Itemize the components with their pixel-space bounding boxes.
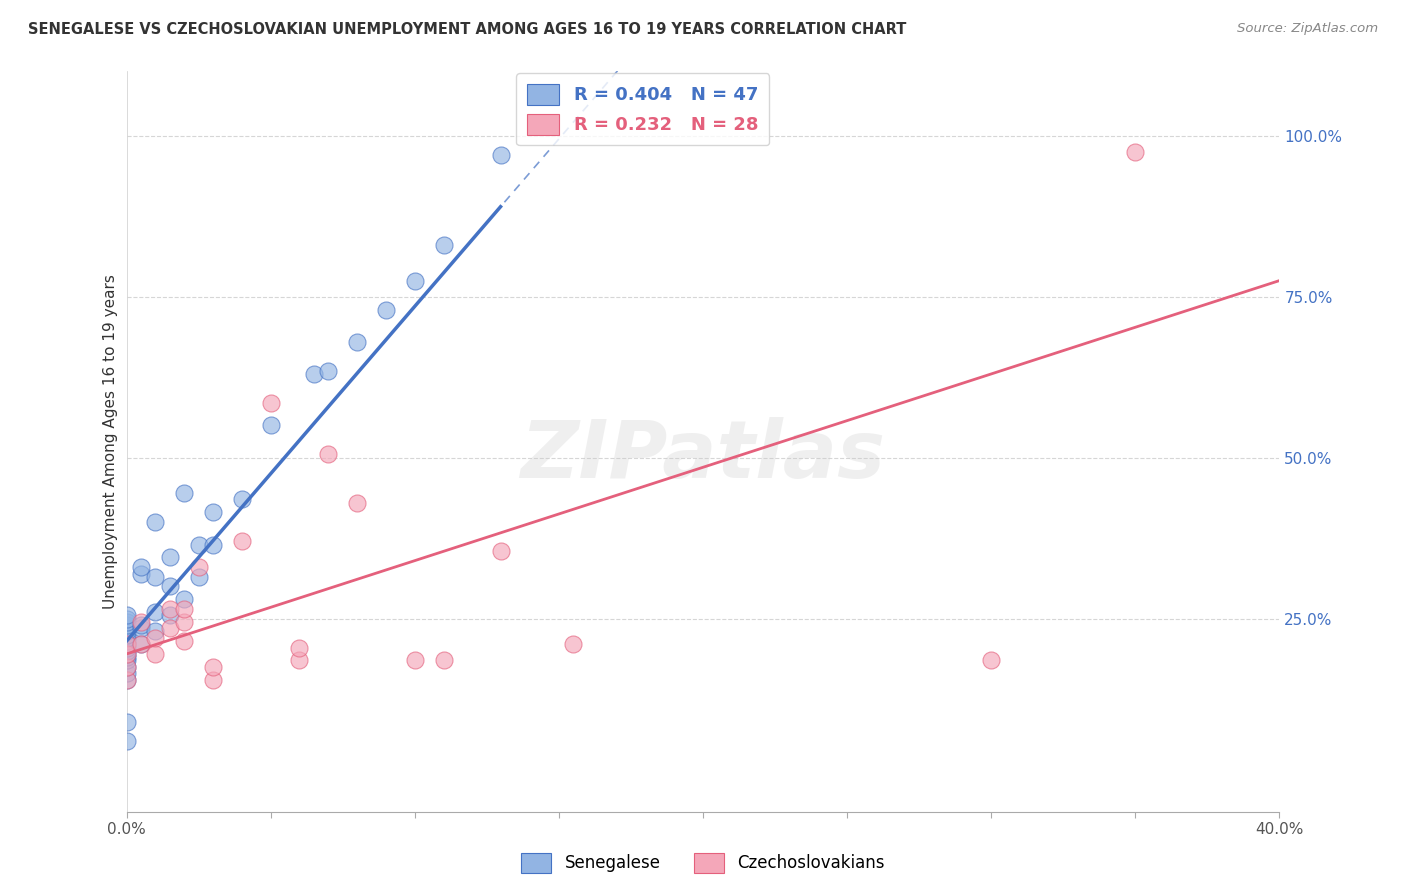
Point	[433, 653, 456, 667]
Point	[159, 621, 181, 635]
Point	[115, 644, 138, 658]
Point	[187, 560, 209, 574]
Point	[202, 673, 225, 687]
Point	[145, 647, 166, 661]
Point	[115, 673, 138, 687]
Point	[173, 615, 195, 629]
Point	[115, 637, 138, 651]
Point	[159, 550, 181, 565]
Point	[115, 666, 138, 681]
Point	[980, 653, 1002, 667]
Point	[145, 631, 166, 645]
Point	[115, 608, 138, 623]
Point	[115, 653, 138, 667]
Point	[489, 544, 512, 558]
Point	[115, 621, 138, 635]
Legend: Senegalese, Czechoslovakians: Senegalese, Czechoslovakians	[515, 847, 891, 880]
Point	[145, 570, 166, 584]
Text: Source: ZipAtlas.com: Source: ZipAtlas.com	[1237, 22, 1378, 36]
Point	[259, 396, 281, 410]
Point	[318, 447, 340, 461]
Point	[1123, 145, 1146, 159]
Point	[187, 537, 209, 551]
Point	[173, 486, 195, 500]
Point	[115, 660, 138, 674]
Point	[115, 647, 138, 661]
Point	[129, 637, 152, 651]
Point	[231, 534, 253, 549]
Point	[173, 592, 195, 607]
Point	[159, 602, 181, 616]
Point	[115, 634, 138, 648]
Point	[202, 537, 225, 551]
Point	[231, 492, 253, 507]
Point	[173, 634, 195, 648]
Point	[115, 734, 138, 748]
Point	[346, 334, 368, 349]
Point	[288, 640, 311, 655]
Point	[129, 618, 152, 632]
Point	[562, 637, 585, 651]
Legend: R = 0.404   N = 47, R = 0.232   N = 28: R = 0.404 N = 47, R = 0.232 N = 28	[516, 73, 769, 145]
Point	[187, 570, 209, 584]
Point	[129, 615, 152, 629]
Point	[259, 418, 281, 433]
Text: SENEGALESE VS CZECHOSLOVAKIAN UNEMPLOYMENT AMONG AGES 16 TO 19 YEARS CORRELATION: SENEGALESE VS CZECHOSLOVAKIAN UNEMPLOYME…	[28, 22, 907, 37]
Point	[115, 631, 138, 645]
Point	[115, 640, 138, 655]
Point	[115, 660, 138, 674]
Point	[318, 364, 340, 378]
Text: ZIPatlas: ZIPatlas	[520, 417, 886, 495]
Point	[115, 628, 138, 642]
Point	[159, 608, 181, 623]
Point	[489, 148, 512, 162]
Point	[115, 673, 138, 687]
Point	[115, 647, 138, 661]
Point	[145, 605, 166, 619]
Point	[115, 611, 138, 625]
Point	[404, 274, 426, 288]
Point	[115, 618, 138, 632]
Point	[115, 637, 138, 651]
Point	[115, 650, 138, 665]
Point	[129, 637, 152, 651]
Point	[159, 579, 181, 593]
Point	[129, 621, 152, 635]
Point	[302, 367, 325, 381]
Point	[202, 660, 225, 674]
Point	[129, 566, 152, 581]
Point	[346, 496, 368, 510]
Point	[173, 602, 195, 616]
Point	[115, 615, 138, 629]
Point	[288, 653, 311, 667]
Point	[129, 560, 152, 574]
Y-axis label: Unemployment Among Ages 16 to 19 years: Unemployment Among Ages 16 to 19 years	[103, 274, 118, 609]
Point	[115, 624, 138, 639]
Point	[115, 714, 138, 729]
Point	[404, 653, 426, 667]
Point	[145, 515, 166, 529]
Point	[374, 302, 398, 317]
Point	[202, 505, 225, 519]
Point	[433, 238, 456, 252]
Point	[145, 624, 166, 639]
